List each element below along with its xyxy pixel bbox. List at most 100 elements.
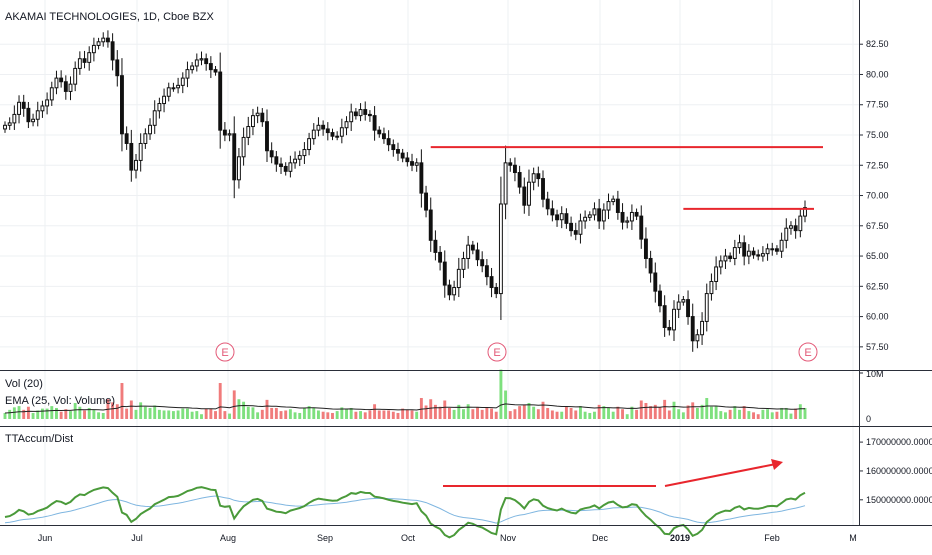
candle-body (302, 149, 307, 157)
volume-bar (794, 408, 798, 419)
volume-bar (677, 409, 681, 419)
candle-body (12, 113, 17, 124)
volume-bar (564, 406, 568, 419)
candle-body (17, 101, 21, 115)
price-tick-label: 70.00 (866, 191, 889, 201)
volume-bar (12, 407, 16, 419)
volume-bar (115, 404, 119, 419)
candle-body (756, 254, 761, 257)
volume-tick-label: 10M (866, 369, 884, 379)
volume-bar (64, 409, 68, 419)
candle-body (255, 112, 260, 117)
candle-body (573, 230, 578, 235)
volume-bar (504, 390, 508, 419)
volume-bar (621, 409, 624, 419)
volume-bar (186, 408, 189, 419)
volume-bar (50, 406, 54, 419)
candle-body (152, 110, 157, 126)
candle-body (653, 272, 658, 292)
volume-bar (302, 407, 306, 419)
time-tick-label: Oct (401, 533, 416, 543)
volume-bar (97, 412, 101, 419)
candle-body (648, 257, 653, 274)
candle-body (325, 128, 330, 134)
candle-body (227, 133, 232, 136)
volume-bar (246, 406, 250, 419)
volume-bar (209, 408, 213, 419)
time-tick-label: 2019 (670, 533, 690, 543)
volume-bar (752, 412, 755, 419)
candle-body (279, 163, 283, 167)
candle-body (35, 110, 40, 120)
candle-body (185, 69, 190, 79)
candle-body (269, 150, 274, 158)
candle-body (96, 41, 101, 46)
volume-bar (83, 410, 86, 419)
volume-bar (368, 410, 372, 419)
volume-bar (401, 408, 405, 419)
candle-body (662, 305, 667, 328)
candle-body (265, 121, 269, 152)
volume-bars (3, 369, 807, 419)
candle-body (447, 284, 452, 296)
candle-body (59, 77, 64, 83)
volume-bar (139, 402, 143, 419)
candle-body (433, 239, 438, 253)
candle-body (737, 242, 742, 249)
candle-body (536, 173, 541, 180)
volume-bar (345, 409, 348, 419)
candle-body (26, 107, 31, 123)
volume-bar (616, 406, 620, 419)
volume-bar (162, 410, 166, 419)
pane-separator[interactable] (0, 370, 932, 371)
candle-body (672, 308, 676, 331)
candle-body (162, 95, 167, 105)
candle-body (21, 101, 26, 109)
price-tick-label: 62.50 (866, 281, 889, 291)
price-tick-label: 57.50 (866, 342, 889, 352)
volume-bar (377, 410, 381, 419)
candle-body (517, 172, 522, 188)
volume-bar (326, 412, 330, 419)
candle-body (31, 118, 36, 123)
volume-bar (321, 411, 325, 419)
volume-bar (784, 407, 788, 419)
candle-body (718, 260, 723, 268)
indicator-title: TTAccum/Dist (5, 433, 74, 445)
volume-bar (200, 414, 203, 419)
candle-body (438, 251, 443, 263)
trendline-arrowhead (771, 459, 783, 470)
volume-bar (73, 402, 77, 419)
candle-body (105, 37, 110, 43)
volume-bar (40, 408, 44, 419)
volume-bar (354, 411, 358, 419)
candle-body (742, 242, 747, 257)
candle-body (330, 132, 335, 137)
candle-body (283, 165, 288, 172)
volume-bar (293, 412, 297, 419)
candle-body (124, 133, 129, 144)
candle-body (789, 225, 793, 229)
volume-bar (550, 410, 554, 419)
candle-body (101, 37, 106, 43)
volume-bar (719, 411, 723, 419)
volume-bar (59, 411, 63, 419)
candle-body (134, 159, 138, 171)
candle-body (157, 103, 162, 112)
volume-bar (8, 409, 12, 419)
candle-body (400, 152, 405, 159)
volume-bar (36, 410, 40, 419)
volume-ema-line (4, 403, 806, 414)
volume-bar (522, 404, 526, 419)
volume-bar (45, 408, 49, 419)
volume-bar (466, 404, 470, 419)
pane-separator[interactable] (0, 426, 932, 427)
candle-body (592, 208, 597, 216)
candle-body (428, 209, 433, 241)
indicator-tick-label: 150000000.0000 (866, 495, 932, 505)
volume-bar (789, 413, 793, 419)
candle-body (410, 161, 414, 166)
volume-bar (527, 402, 531, 419)
time-axis-separator (0, 525, 932, 526)
